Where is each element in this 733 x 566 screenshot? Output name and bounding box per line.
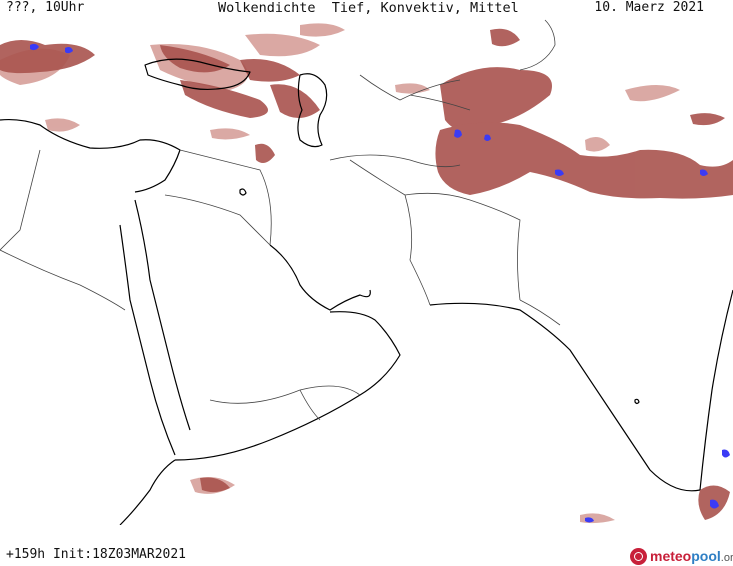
forecast-map bbox=[0, 19, 733, 525]
persian-gulf-coast bbox=[269, 244, 371, 311]
map-title: Wolkendichte Tief, Konvektiv, Mittel bbox=[218, 0, 519, 16]
logo-text-part: pool bbox=[691, 548, 721, 564]
country-border bbox=[164, 194, 271, 246]
logo-text: meteopool.org bbox=[650, 548, 733, 564]
country-border bbox=[0, 249, 126, 311]
cloud-area bbox=[395, 83, 430, 94]
country-border bbox=[299, 389, 321, 421]
cloud-area bbox=[490, 28, 520, 47]
cloud-area bbox=[625, 85, 680, 102]
lake-outline bbox=[239, 188, 247, 196]
country-border bbox=[349, 159, 431, 306]
arabian-peninsula-south-coast bbox=[174, 311, 401, 461]
cloud-area bbox=[440, 67, 552, 132]
cloud-area bbox=[245, 33, 320, 57]
valid-weekday-time: ???, 10Uhr bbox=[6, 0, 85, 15]
convective-cell bbox=[585, 517, 594, 523]
country-border bbox=[179, 149, 272, 246]
mediterranean-coast bbox=[0, 118, 181, 193]
convective-cell bbox=[555, 169, 564, 176]
cloud-area bbox=[45, 118, 80, 132]
cloud-area bbox=[200, 477, 230, 493]
meteopool-logo-icon bbox=[630, 547, 647, 565]
coastlines-layer bbox=[0, 58, 733, 525]
cloud-area bbox=[270, 84, 320, 119]
convective-cell bbox=[30, 43, 39, 51]
red-sea-coast-east bbox=[134, 199, 191, 431]
country-border bbox=[404, 192, 521, 301]
country-border bbox=[519, 19, 556, 71]
cloud-area bbox=[690, 113, 725, 126]
cloud-area bbox=[255, 143, 275, 164]
cloud-area bbox=[585, 136, 610, 152]
convective-cell bbox=[484, 134, 491, 141]
borders-layer bbox=[0, 19, 561, 421]
valid-date: 10. Maerz 2021 bbox=[594, 0, 704, 15]
island-outline bbox=[634, 398, 640, 405]
convective-cell bbox=[722, 449, 730, 458]
convective-cell bbox=[65, 47, 73, 54]
cloud-area bbox=[0, 40, 95, 74]
cloud-area bbox=[435, 122, 733, 199]
country-border bbox=[519, 299, 561, 326]
country-border bbox=[0, 149, 41, 251]
black-sea-coast bbox=[144, 58, 251, 91]
convective-cells-layer bbox=[30, 43, 730, 523]
convective-cell bbox=[710, 499, 719, 509]
country-border bbox=[409, 94, 471, 111]
convective-cell bbox=[454, 129, 462, 138]
cloud-cover-light-layer bbox=[0, 23, 680, 524]
india-west-coast bbox=[429, 302, 701, 492]
caspian-sea-coast bbox=[297, 73, 328, 148]
india-east-coast bbox=[699, 289, 733, 491]
country-border bbox=[359, 74, 461, 101]
convective-cell bbox=[700, 169, 708, 176]
horn-of-africa-coast bbox=[119, 459, 176, 525]
country-border bbox=[329, 154, 461, 168]
cloud-area bbox=[210, 128, 250, 140]
model-run-info: +159h Init:18Z03MAR2021 bbox=[6, 547, 187, 562]
red-sea-coast-west bbox=[119, 224, 176, 456]
cloud-area bbox=[300, 23, 345, 37]
country-border bbox=[209, 385, 361, 404]
meteopool-logo[interactable]: meteopool.org bbox=[630, 546, 733, 566]
logo-text-part: meteo bbox=[650, 548, 692, 564]
cloud-area bbox=[240, 59, 300, 82]
logo-text-part: .org bbox=[720, 552, 733, 564]
cloud-cover-dense-layer bbox=[0, 28, 733, 520]
